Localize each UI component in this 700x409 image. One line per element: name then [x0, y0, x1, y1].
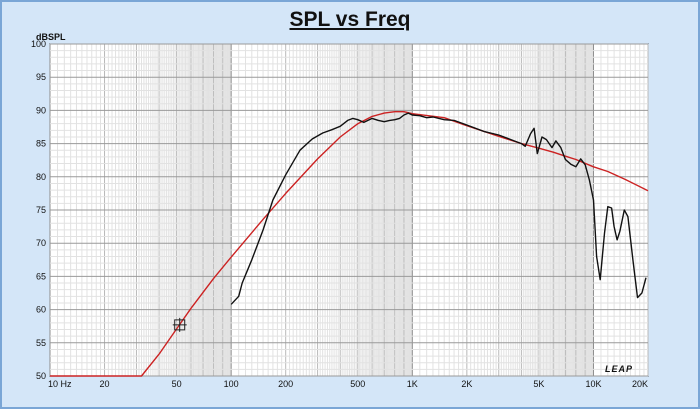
series-line-black: [230, 112, 647, 305]
x-tick-label: 200: [278, 379, 293, 389]
x-tick-label: 5K: [533, 379, 544, 389]
grid: [49, 43, 649, 377]
x-tick-label: 100: [224, 379, 239, 389]
y-tick-label: 100: [31, 39, 46, 49]
y-tick-label: 50: [36, 371, 46, 381]
x-tick-label: 20K: [632, 379, 648, 389]
series-line-red: [50, 110, 649, 377]
cursor-marker: [172, 317, 187, 332]
y-axis-label: dBSPL: [36, 32, 66, 42]
y-tick-label: 55: [36, 338, 46, 348]
leap-logo: LEAP: [605, 364, 634, 374]
y-tick-label: 90: [36, 105, 46, 115]
y-tick-label: 85: [36, 139, 46, 149]
y-tick-label: 70: [36, 238, 46, 248]
x-ticks: 10 Hz 20 50 100 200 500 1K 2K 5K 10K 20K: [48, 379, 648, 389]
y-tick-label: 80: [36, 172, 46, 182]
y-tick-label: 60: [36, 305, 46, 315]
x-tick-label: 10K: [585, 379, 601, 389]
chart-title: SPL vs Freq: [289, 8, 411, 31]
y-tick-label: 95: [36, 72, 46, 82]
y-ticks: 100 95 90 85 80 75 70 65 60 55 50: [31, 39, 46, 381]
x-tick-label: 10 Hz: [48, 379, 72, 389]
x-tick-label: 2K: [461, 379, 472, 389]
y-tick-label: 65: [36, 271, 46, 281]
y-tick-label: 75: [36, 205, 46, 215]
x-tick-label: 20: [100, 379, 110, 389]
series-layer: [50, 110, 649, 377]
x-tick-label: 50: [172, 379, 182, 389]
x-tick-label: 500: [350, 379, 365, 389]
x-tick-label: 1K: [407, 379, 418, 389]
